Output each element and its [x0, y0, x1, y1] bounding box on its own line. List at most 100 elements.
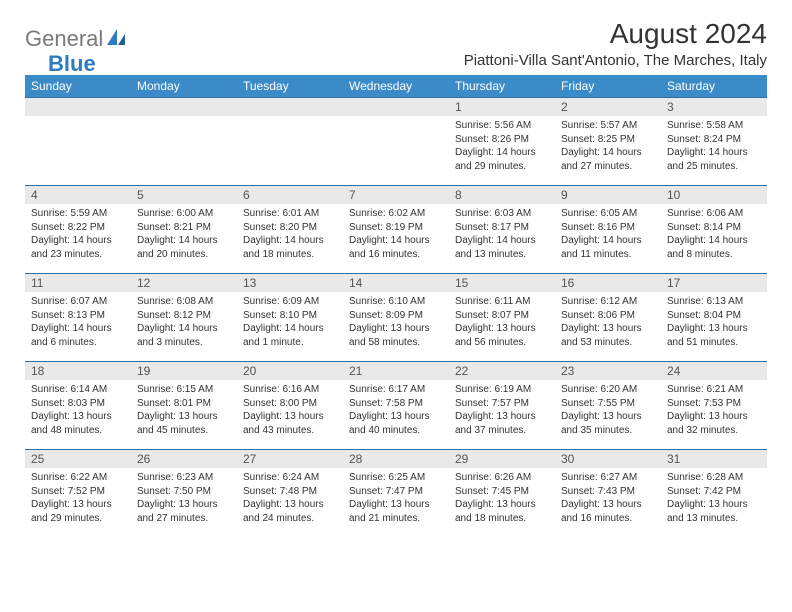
- calendar-day-cell: 23Sunrise: 6:20 AMSunset: 7:55 PMDayligh…: [555, 362, 661, 450]
- day-details: Sunrise: 6:23 AMSunset: 7:50 PMDaylight:…: [131, 468, 237, 529]
- day-number: [343, 98, 449, 116]
- sunset-text: Sunset: 7:50 PM: [137, 485, 231, 499]
- sunrise-text: Sunrise: 6:03 AM: [455, 207, 549, 221]
- day-number: 4: [25, 186, 131, 204]
- sunset-text: Sunset: 8:04 PM: [667, 309, 761, 323]
- daylight-text: Daylight: 14 hours and 27 minutes.: [561, 146, 655, 173]
- day-number: [131, 98, 237, 116]
- sunset-text: Sunset: 8:06 PM: [561, 309, 655, 323]
- calendar-day-cell: 15Sunrise: 6:11 AMSunset: 8:07 PMDayligh…: [449, 274, 555, 362]
- day-details: Sunrise: 6:12 AMSunset: 8:06 PMDaylight:…: [555, 292, 661, 353]
- month-title: August 2024: [464, 18, 767, 50]
- daylight-text: Daylight: 14 hours and 1 minute.: [243, 322, 337, 349]
- sunset-text: Sunset: 8:03 PM: [31, 397, 125, 411]
- calendar-day-cell: 16Sunrise: 6:12 AMSunset: 8:06 PMDayligh…: [555, 274, 661, 362]
- day-details: Sunrise: 6:09 AMSunset: 8:10 PMDaylight:…: [237, 292, 343, 353]
- daylight-text: Daylight: 14 hours and 3 minutes.: [137, 322, 231, 349]
- sunrise-text: Sunrise: 6:13 AM: [667, 295, 761, 309]
- day-number: 16: [555, 274, 661, 292]
- day-details: Sunrise: 6:15 AMSunset: 8:01 PMDaylight:…: [131, 380, 237, 441]
- sunrise-text: Sunrise: 6:23 AM: [137, 471, 231, 485]
- calendar-day-cell: 25Sunrise: 6:22 AMSunset: 7:52 PMDayligh…: [25, 450, 131, 538]
- day-number: 2: [555, 98, 661, 116]
- sunset-text: Sunset: 8:07 PM: [455, 309, 549, 323]
- sunrise-text: Sunrise: 6:28 AM: [667, 471, 761, 485]
- calendar-day-cell: 29Sunrise: 6:26 AMSunset: 7:45 PMDayligh…: [449, 450, 555, 538]
- sunset-text: Sunset: 8:19 PM: [349, 221, 443, 235]
- day-number: 13: [237, 274, 343, 292]
- calendar-day-cell: 2Sunrise: 5:57 AMSunset: 8:25 PMDaylight…: [555, 98, 661, 186]
- calendar-day-cell: 6Sunrise: 6:01 AMSunset: 8:20 PMDaylight…: [237, 186, 343, 274]
- calendar-day-cell: 4Sunrise: 5:59 AMSunset: 8:22 PMDaylight…: [25, 186, 131, 274]
- sunset-text: Sunset: 8:20 PM: [243, 221, 337, 235]
- day-number: [25, 98, 131, 116]
- day-details: Sunrise: 6:07 AMSunset: 8:13 PMDaylight:…: [25, 292, 131, 353]
- sunset-text: Sunset: 8:00 PM: [243, 397, 337, 411]
- sunrise-text: Sunrise: 6:26 AM: [455, 471, 549, 485]
- day-details: Sunrise: 6:26 AMSunset: 7:45 PMDaylight:…: [449, 468, 555, 529]
- daylight-text: Daylight: 14 hours and 18 minutes.: [243, 234, 337, 261]
- calendar-day-cell: 13Sunrise: 6:09 AMSunset: 8:10 PMDayligh…: [237, 274, 343, 362]
- sunrise-text: Sunrise: 6:02 AM: [349, 207, 443, 221]
- sunrise-text: Sunrise: 6:00 AM: [137, 207, 231, 221]
- sunset-text: Sunset: 8:16 PM: [561, 221, 655, 235]
- daylight-text: Daylight: 13 hours and 35 minutes.: [561, 410, 655, 437]
- day-details: Sunrise: 6:11 AMSunset: 8:07 PMDaylight:…: [449, 292, 555, 353]
- day-number: 12: [131, 274, 237, 292]
- sunrise-text: Sunrise: 6:09 AM: [243, 295, 337, 309]
- day-details: Sunrise: 6:24 AMSunset: 7:48 PMDaylight:…: [237, 468, 343, 529]
- sunrise-text: Sunrise: 6:01 AM: [243, 207, 337, 221]
- sunrise-text: Sunrise: 5:57 AM: [561, 119, 655, 133]
- day-number: 11: [25, 274, 131, 292]
- calendar-week-row: 1Sunrise: 5:56 AMSunset: 8:26 PMDaylight…: [25, 98, 767, 186]
- sunset-text: Sunset: 7:45 PM: [455, 485, 549, 499]
- sunrise-text: Sunrise: 6:24 AM: [243, 471, 337, 485]
- sunrise-text: Sunrise: 6:10 AM: [349, 295, 443, 309]
- calendar-day-cell: 30Sunrise: 6:27 AMSunset: 7:43 PMDayligh…: [555, 450, 661, 538]
- calendar-day-cell: 19Sunrise: 6:15 AMSunset: 8:01 PMDayligh…: [131, 362, 237, 450]
- day-number: 19: [131, 362, 237, 380]
- day-number: [237, 98, 343, 116]
- sunset-text: Sunset: 7:52 PM: [31, 485, 125, 499]
- day-number: 28: [343, 450, 449, 468]
- sunrise-text: Sunrise: 6:22 AM: [31, 471, 125, 485]
- calendar-day-cell: [343, 98, 449, 186]
- sunrise-text: Sunrise: 6:16 AM: [243, 383, 337, 397]
- daylight-text: Daylight: 14 hours and 8 minutes.: [667, 234, 761, 261]
- day-details: Sunrise: 6:27 AMSunset: 7:43 PMDaylight:…: [555, 468, 661, 529]
- title-block: August 2024 Piattoni-Villa Sant'Antonio,…: [464, 18, 767, 69]
- calendar-day-cell: 17Sunrise: 6:13 AMSunset: 8:04 PMDayligh…: [661, 274, 767, 362]
- calendar-day-cell: 1Sunrise: 5:56 AMSunset: 8:26 PMDaylight…: [449, 98, 555, 186]
- sunset-text: Sunset: 8:10 PM: [243, 309, 337, 323]
- sunrise-text: Sunrise: 6:06 AM: [667, 207, 761, 221]
- day-details: Sunrise: 6:14 AMSunset: 8:03 PMDaylight:…: [25, 380, 131, 441]
- sunrise-text: Sunrise: 6:12 AM: [561, 295, 655, 309]
- daylight-text: Daylight: 13 hours and 45 minutes.: [137, 410, 231, 437]
- calendar-week-row: 25Sunrise: 6:22 AMSunset: 7:52 PMDayligh…: [25, 450, 767, 538]
- day-details: Sunrise: 5:57 AMSunset: 8:25 PMDaylight:…: [555, 116, 661, 177]
- calendar-day-cell: 9Sunrise: 6:05 AMSunset: 8:16 PMDaylight…: [555, 186, 661, 274]
- calendar-day-cell: 7Sunrise: 6:02 AMSunset: 8:19 PMDaylight…: [343, 186, 449, 274]
- calendar-day-cell: 22Sunrise: 6:19 AMSunset: 7:57 PMDayligh…: [449, 362, 555, 450]
- day-details: Sunrise: 6:00 AMSunset: 8:21 PMDaylight:…: [131, 204, 237, 265]
- sunset-text: Sunset: 7:48 PM: [243, 485, 337, 499]
- day-number: 8: [449, 186, 555, 204]
- day-details: Sunrise: 6:21 AMSunset: 7:53 PMDaylight:…: [661, 380, 767, 441]
- day-details: Sunrise: 6:13 AMSunset: 8:04 PMDaylight:…: [661, 292, 767, 353]
- day-number: 3: [661, 98, 767, 116]
- daylight-text: Daylight: 14 hours and 25 minutes.: [667, 146, 761, 173]
- sunset-text: Sunset: 8:17 PM: [455, 221, 549, 235]
- calendar-day-cell: 5Sunrise: 6:00 AMSunset: 8:21 PMDaylight…: [131, 186, 237, 274]
- sunset-text: Sunset: 8:24 PM: [667, 133, 761, 147]
- daylight-text: Daylight: 13 hours and 27 minutes.: [137, 498, 231, 525]
- day-details: Sunrise: 5:58 AMSunset: 8:24 PMDaylight:…: [661, 116, 767, 177]
- day-number: 24: [661, 362, 767, 380]
- sunset-text: Sunset: 7:43 PM: [561, 485, 655, 499]
- calendar-day-cell: 31Sunrise: 6:28 AMSunset: 7:42 PMDayligh…: [661, 450, 767, 538]
- weekday-header: Sunday: [25, 75, 131, 98]
- page-header: General August 2024 Piattoni-Villa Sant'…: [25, 18, 767, 69]
- day-number: 1: [449, 98, 555, 116]
- sunset-text: Sunset: 8:14 PM: [667, 221, 761, 235]
- weekday-header: Thursday: [449, 75, 555, 98]
- sunrise-text: Sunrise: 6:15 AM: [137, 383, 231, 397]
